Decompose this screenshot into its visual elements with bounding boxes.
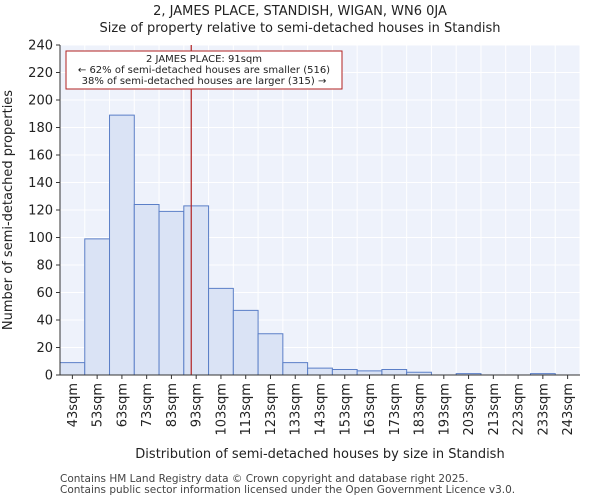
x-tick-label: 73sqm [140, 383, 155, 427]
histogram-bar [109, 114, 135, 376]
x-tick-label: 213sqm [487, 383, 502, 436]
x-tick-label: 153sqm [338, 383, 353, 436]
y-tick-label: 200 [28, 94, 53, 109]
histogram-bar [307, 367, 333, 376]
x-tick-label: 233sqm [536, 383, 551, 436]
annotation-line-1: 2 JAMES PLACE: 91sqm [146, 54, 262, 65]
x-tick-label: 173sqm [388, 383, 403, 436]
y-tick-label: 120 [28, 204, 53, 219]
histogram-bar [133, 204, 160, 376]
y-axis-label: Number of semi-detached properties [1, 90, 16, 330]
histogram-bar [232, 309, 259, 376]
y-tick-label: 20 [36, 341, 53, 356]
x-tick-label: 83sqm [165, 383, 180, 427]
y-tick-label: 140 [28, 176, 53, 191]
chart-subtitle: Size of property relative to semi-detach… [99, 21, 501, 36]
histogram-bar [208, 287, 234, 376]
histogram-bar [257, 333, 284, 376]
histogram-bar [381, 369, 408, 376]
x-tick-label: 183sqm [413, 383, 428, 436]
histogram-bar [282, 362, 309, 376]
x-tick-label: 193sqm [437, 383, 452, 436]
y-tick-label: 220 [28, 66, 53, 81]
histogram-bar [331, 369, 358, 376]
x-axis-ticks: 43sqm 53sqm 63sqm 73sqm 83sqm 93sqm 103sqm 113s… [66, 375, 576, 436]
y-axis-ticks: 0 20 40 60 80 100 120 140 160 180 200 220 240 [28, 39, 60, 384]
x-tick-label: 123sqm [264, 383, 279, 436]
footer-line-2: Contains public sector information licen… [60, 484, 516, 496]
x-tick-label: 163sqm [363, 383, 378, 436]
footer-line-1: Contains HM Land Registry data © Crown c… [60, 473, 469, 485]
annotation-line-2: ← 62% of semi-detached houses are smalle… [78, 65, 330, 76]
x-tick-label: 63sqm [115, 383, 130, 427]
histogram-bar [158, 210, 185, 376]
y-tick-label: 40 [36, 314, 53, 329]
annotation-box: 2 JAMES PLACE: 91sqm ← 62% of semi-detac… [65, 50, 343, 90]
x-tick-label: 223sqm [512, 383, 527, 436]
x-tick-label: 243sqm [561, 383, 576, 436]
x-tick-label: 43sqm [66, 383, 81, 427]
y-tick-label: 160 [28, 149, 53, 164]
chart-title: 2, JAMES PLACE, STANDISH, WIGAN, WN6 0JA [153, 4, 447, 19]
histogram-bar [59, 362, 86, 376]
y-tick-label: 100 [28, 231, 53, 246]
y-tick-label: 180 [28, 121, 53, 136]
x-tick-label: 93sqm [190, 383, 205, 427]
x-tick-label: 103sqm [214, 383, 229, 436]
x-axis-label: Distribution of semi-detached houses by … [135, 447, 504, 462]
x-tick-label: 53sqm [91, 383, 106, 427]
x-tick-label: 113sqm [239, 383, 254, 436]
histogram-bar [84, 238, 111, 376]
histogram-bar [356, 370, 383, 376]
y-tick-label: 80 [36, 259, 53, 274]
histogram-bar [183, 205, 210, 376]
y-tick-label: 240 [28, 39, 53, 54]
x-tick-label: 133sqm [289, 383, 304, 436]
y-tick-label: 60 [36, 286, 53, 301]
y-tick-label: 0 [45, 369, 53, 384]
x-tick-label: 203sqm [462, 383, 477, 436]
x-tick-label: 143sqm [314, 383, 329, 436]
annotation-line-3: 38% of semi-detached houses are larger (… [82, 76, 327, 87]
